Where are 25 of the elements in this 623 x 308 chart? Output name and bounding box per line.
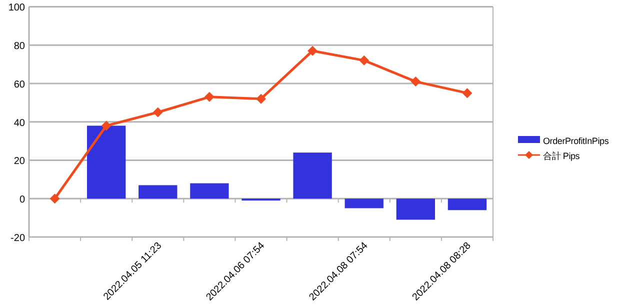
point [101, 120, 112, 131]
y-tick-label: 100 [8, 2, 26, 14]
y-tick-label: 0 [19, 194, 26, 206]
bar [190, 183, 229, 199]
y-tick-label: 80 [14, 41, 26, 52]
bar [448, 198, 487, 210]
point [359, 55, 370, 66]
y-tick-label: 40 [14, 118, 26, 129]
point [204, 92, 214, 102]
point [410, 76, 421, 87]
legend-label: OrderProfitInPips [543, 136, 610, 146]
bar [87, 126, 126, 199]
bar [344, 198, 384, 208]
point [462, 88, 472, 98]
point [308, 46, 318, 56]
point [50, 194, 60, 204]
bar [293, 152, 332, 199]
legend-label: 合計 Pips [543, 151, 580, 161]
y-tick-label: -20 [10, 233, 26, 244]
point [256, 94, 266, 104]
bar [396, 198, 435, 220]
bar [138, 185, 178, 199]
y-tick-label: 20 [14, 156, 26, 168]
point [152, 107, 163, 118]
y-tick-label: 60 [14, 79, 26, 90]
